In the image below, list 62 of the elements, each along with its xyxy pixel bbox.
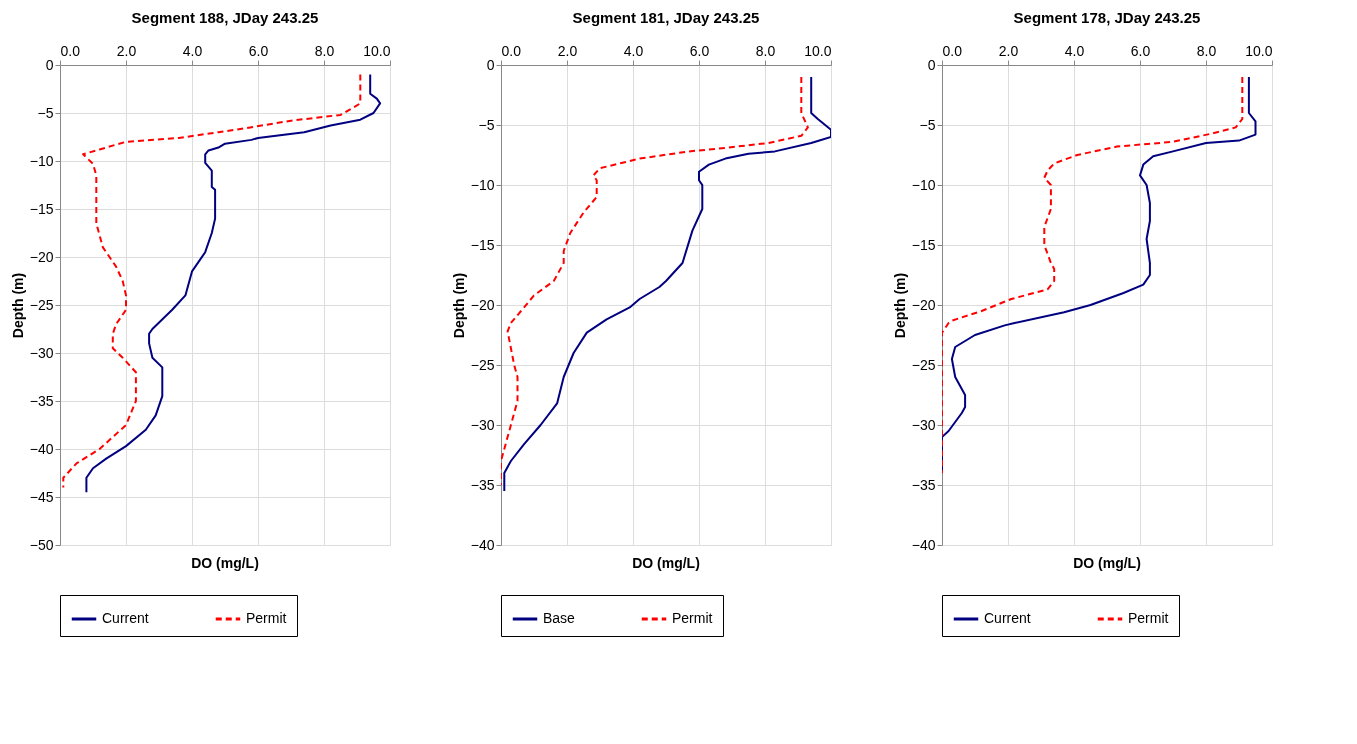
- y-tick-label: −5: [478, 116, 495, 133]
- y-tick-label: −35: [29, 392, 54, 409]
- x-tick-label: 0.0: [60, 42, 81, 59]
- legend-label: Base: [543, 610, 576, 626]
- y-tick-label: −35: [470, 476, 495, 493]
- chart-title: Segment 178, JDay 243.25: [1013, 9, 1201, 26]
- y-axis-title: Depth (m): [450, 272, 467, 339]
- y-tick-label: −25: [29, 296, 54, 313]
- legend-label: Permit: [672, 610, 713, 626]
- x-axis-title: DO (mg/L): [1073, 555, 1141, 571]
- legend-label: Permit: [1128, 610, 1169, 626]
- y-tick-label: −15: [470, 236, 495, 253]
- y-tick-label: 0: [927, 56, 936, 73]
- x-tick-label: 10.0: [1245, 42, 1273, 59]
- y-tick-label: −35: [911, 476, 936, 493]
- legend-label: Current: [984, 610, 1031, 626]
- chart-title: Segment 181, JDay 243.25: [572, 9, 760, 26]
- y-tick-label: −20: [470, 296, 495, 313]
- y-tick-label: −25: [470, 356, 495, 373]
- y-tick-label: −15: [911, 236, 936, 253]
- x-tick-label: 0.0: [501, 42, 522, 59]
- y-tick-label: −10: [470, 176, 495, 193]
- y-tick-label: −40: [470, 536, 495, 553]
- x-tick-label: 0.0: [942, 42, 963, 59]
- x-tick-label: 4.0: [182, 42, 203, 59]
- chart-title: Segment 188, JDay 243.25: [131, 9, 319, 26]
- legend-label: Permit: [246, 610, 287, 626]
- y-tick-label: −20: [911, 296, 936, 313]
- y-tick-label: −45: [29, 488, 54, 505]
- x-tick-label: 10.0: [363, 42, 391, 59]
- x-tick-label: 6.0: [1130, 42, 1151, 59]
- y-tick-label: −10: [29, 152, 54, 169]
- y-tick-label: −30: [29, 344, 54, 361]
- y-tick-label: −15: [29, 200, 54, 217]
- y-tick-label: −30: [911, 416, 936, 433]
- y-tick-label: −40: [911, 536, 936, 553]
- y-axis-title: Depth (m): [9, 272, 26, 339]
- x-axis-title: DO (mg/L): [191, 555, 259, 571]
- x-tick-label: 8.0: [755, 42, 776, 59]
- x-tick-label: 10.0: [804, 42, 832, 59]
- y-axis-title: Depth (m): [891, 272, 908, 339]
- legend-label: Current: [102, 610, 149, 626]
- y-tick-label: 0: [45, 56, 54, 73]
- y-tick-label: −20: [29, 248, 54, 265]
- x-tick-label: 2.0: [116, 42, 137, 59]
- y-tick-label: −25: [911, 356, 936, 373]
- x-tick-label: 6.0: [248, 42, 269, 59]
- x-tick-label: 2.0: [557, 42, 578, 59]
- y-tick-label: −10: [911, 176, 936, 193]
- x-tick-label: 2.0: [998, 42, 1019, 59]
- x-tick-label: 8.0: [314, 42, 335, 59]
- y-tick-label: −40: [29, 440, 54, 457]
- x-tick-label: 4.0: [623, 42, 644, 59]
- y-tick-label: −50: [29, 536, 54, 553]
- y-tick-label: 0: [486, 56, 495, 73]
- x-tick-label: 4.0: [1064, 42, 1085, 59]
- y-tick-label: −5: [37, 104, 54, 121]
- y-tick-label: −30: [470, 416, 495, 433]
- x-tick-label: 8.0: [1196, 42, 1217, 59]
- x-axis-title: DO (mg/L): [632, 555, 700, 571]
- y-tick-label: −5: [919, 116, 936, 133]
- x-tick-label: 6.0: [689, 42, 710, 59]
